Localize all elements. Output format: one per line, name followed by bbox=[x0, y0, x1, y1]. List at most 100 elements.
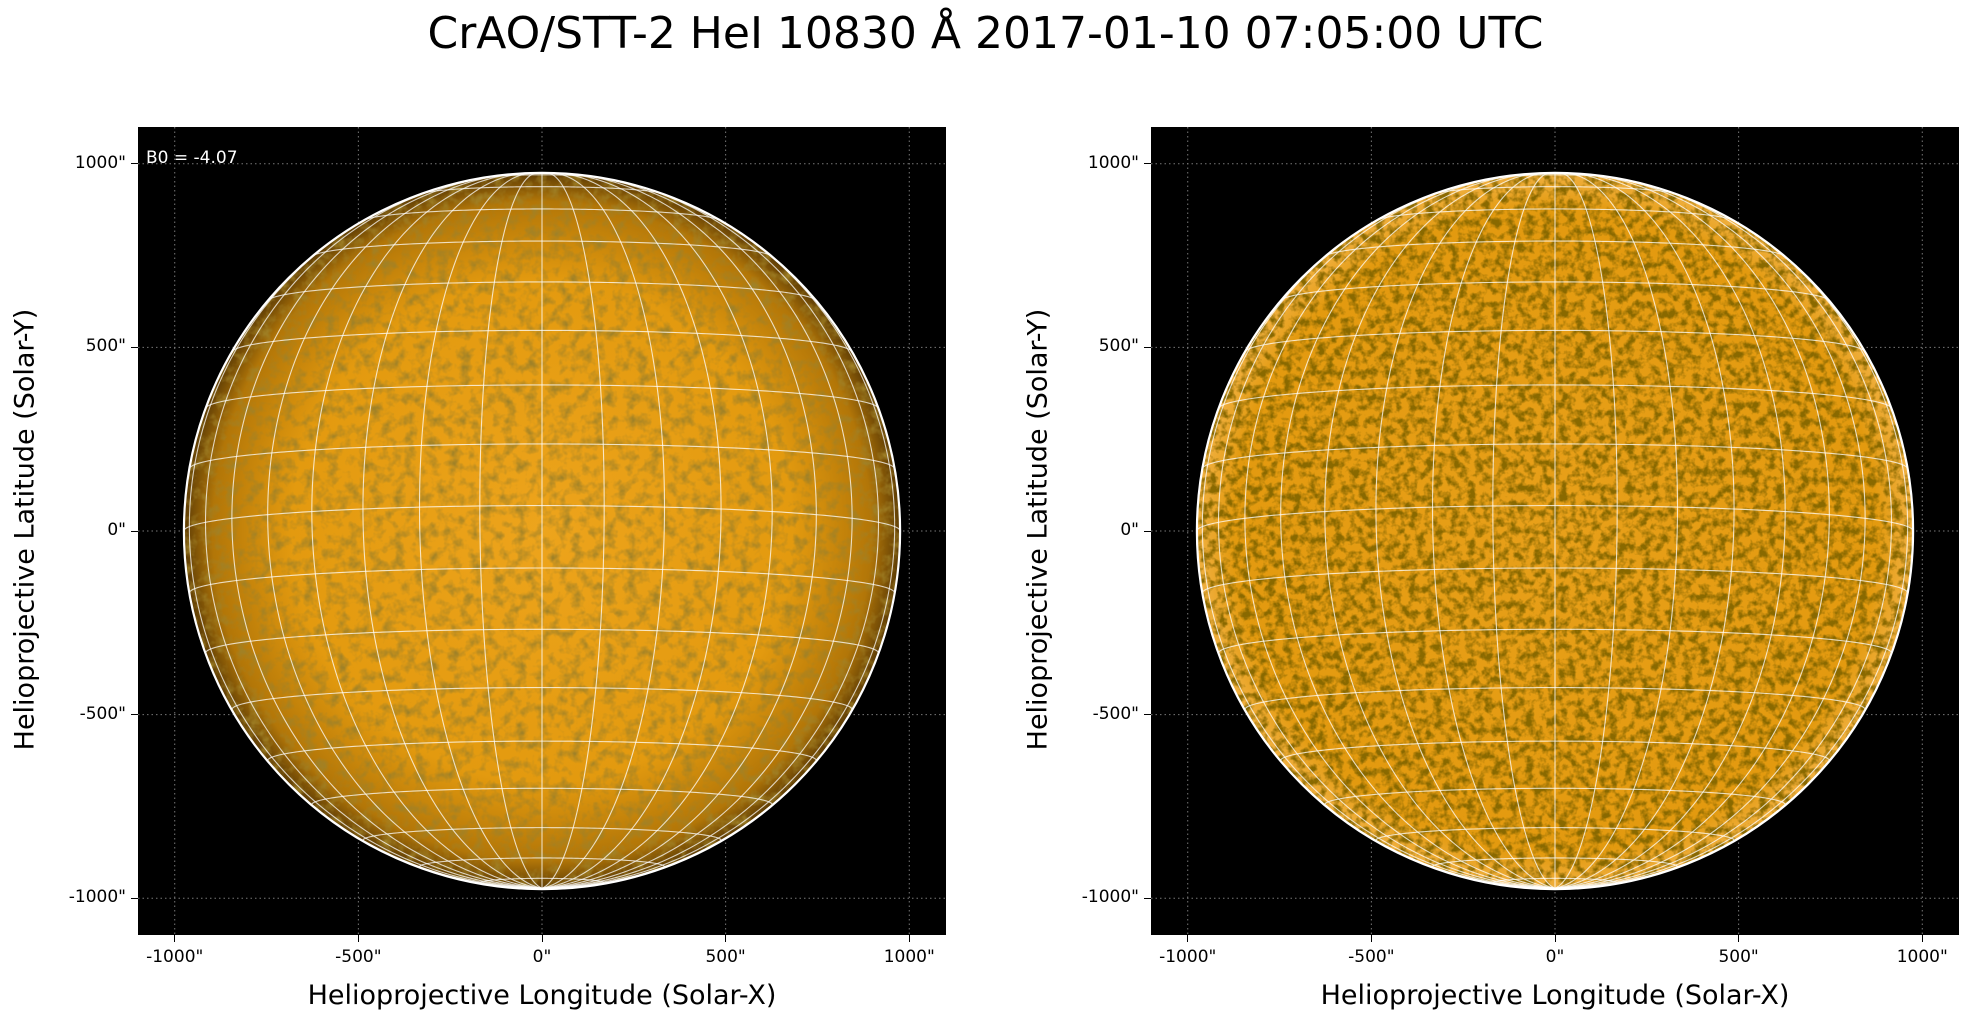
longitude-line bbox=[1324, 173, 1556, 889]
longitude-line bbox=[541, 173, 817, 889]
latitude-line bbox=[1280, 740, 1830, 762]
longitude-line bbox=[418, 172, 543, 889]
longitude-line bbox=[267, 173, 543, 889]
latitude-line bbox=[1377, 208, 1733, 221]
x-tick-label: 500" bbox=[705, 947, 746, 967]
x-tick-mark bbox=[541, 935, 543, 942]
x-tick-label: -500" bbox=[1348, 947, 1395, 967]
longitude-line bbox=[1554, 173, 1830, 889]
solar-disk-map-right bbox=[1151, 127, 1959, 935]
x-tick-mark bbox=[174, 935, 176, 942]
y-tick-label: -500" bbox=[79, 703, 126, 724]
y-tick-label: 1000" bbox=[1087, 152, 1139, 173]
y-tick-label: 0" bbox=[107, 520, 126, 540]
y-tick-mark bbox=[131, 897, 138, 899]
longitude-line bbox=[311, 173, 543, 889]
x-axis-label-left: Helioprojective Longitude (Solar-X) bbox=[307, 980, 777, 1011]
latitude-line bbox=[364, 208, 720, 221]
latitude-line bbox=[1435, 186, 1675, 195]
y-tick-mark bbox=[1144, 897, 1151, 899]
y-tick-label: -1000" bbox=[1081, 887, 1139, 908]
latitude-line bbox=[1201, 443, 1909, 469]
x-tick-label: -1000" bbox=[1159, 947, 1217, 967]
longitude-line bbox=[231, 174, 543, 889]
longitude-line bbox=[1201, 197, 1556, 889]
latitude-line bbox=[267, 740, 817, 762]
latitude-line bbox=[1201, 567, 1909, 594]
x-tick-label: -500" bbox=[335, 947, 382, 967]
latitude-line bbox=[422, 186, 662, 195]
x-tick-label: 1000" bbox=[1896, 947, 1948, 967]
longitude-line bbox=[1554, 172, 1618, 889]
y-tick-label: 500" bbox=[85, 336, 126, 357]
longitude-line bbox=[541, 174, 853, 889]
solar-limb bbox=[182, 171, 902, 891]
latitude-line bbox=[231, 329, 853, 352]
latitude-line bbox=[267, 281, 817, 301]
b0-annotation: B0 = -4.07 bbox=[146, 148, 238, 168]
latitude-line bbox=[1244, 329, 1866, 352]
x-tick-label: 500" bbox=[1718, 947, 1759, 967]
latitude-line bbox=[1431, 857, 1679, 869]
longitude-line bbox=[1280, 173, 1556, 889]
x-tick-mark bbox=[908, 935, 910, 942]
longitude-line bbox=[1492, 172, 1556, 889]
longitude-line bbox=[541, 173, 773, 889]
y-tick-label: -1000" bbox=[68, 887, 126, 908]
latitude-line bbox=[1325, 240, 1785, 257]
y-tick-mark bbox=[131, 530, 138, 532]
longitude-line bbox=[541, 172, 666, 889]
latitude-line bbox=[188, 443, 896, 469]
x-tick-mark bbox=[1554, 935, 1556, 942]
x-tick-mark bbox=[1921, 935, 1923, 942]
x-tick-mark bbox=[725, 935, 727, 942]
x-tick-mark bbox=[1187, 935, 1189, 942]
longitude-line bbox=[1375, 172, 1556, 889]
longitude-line bbox=[479, 172, 543, 889]
longitude-line bbox=[1554, 172, 1679, 889]
longitude-line bbox=[362, 172, 543, 889]
longitude-line bbox=[188, 197, 543, 889]
y-tick-mark bbox=[131, 163, 138, 165]
latitude-line bbox=[479, 877, 605, 885]
solar-disk-map-left bbox=[138, 127, 946, 935]
latitude-line bbox=[231, 687, 853, 711]
longitude-line bbox=[1554, 172, 1735, 889]
solar-limb bbox=[1195, 171, 1915, 891]
latitude-line bbox=[188, 567, 896, 594]
latitude-line bbox=[204, 628, 880, 654]
longitude-line bbox=[1554, 173, 1786, 889]
figure-title: CrAO/STT-2 HeI 10830 Å 2017-01-10 07:05:… bbox=[427, 8, 1544, 59]
latitude-line bbox=[205, 384, 879, 409]
longitude-line bbox=[1554, 174, 1866, 889]
latitude-line bbox=[1324, 787, 1786, 807]
x-tick-label: -1000" bbox=[146, 947, 204, 967]
y-tick-mark bbox=[1144, 163, 1151, 165]
x-tick-label: 1000" bbox=[883, 947, 935, 967]
x-tick-mark bbox=[1738, 935, 1740, 942]
latitude-line bbox=[183, 505, 901, 532]
longitude-line bbox=[1554, 197, 1909, 889]
latitude-line bbox=[1375, 827, 1735, 843]
x-tick-label: 0" bbox=[532, 947, 552, 967]
longitude-line bbox=[541, 172, 722, 889]
y-tick-mark bbox=[1144, 714, 1151, 716]
longitude-line bbox=[1431, 172, 1556, 889]
y-tick-label: -500" bbox=[1092, 703, 1139, 724]
y-tick-mark bbox=[131, 346, 138, 348]
y-tick-mark bbox=[1144, 530, 1151, 532]
y-tick-mark bbox=[131, 714, 138, 716]
longitude-line bbox=[1244, 174, 1556, 889]
latitude-line bbox=[362, 827, 722, 843]
y-tick-label: 500" bbox=[1098, 336, 1139, 357]
solar-map-panel-right bbox=[1151, 127, 1959, 935]
latitude-line bbox=[1218, 384, 1892, 409]
x-tick-mark bbox=[1370, 935, 1372, 942]
x-tick-mark bbox=[357, 935, 359, 942]
latitude-line bbox=[1492, 877, 1618, 885]
y-tick-label: 1000" bbox=[74, 152, 126, 173]
y-tick-label: 0" bbox=[1120, 520, 1139, 540]
latitude-line bbox=[1217, 628, 1893, 654]
y-tick-mark bbox=[1144, 346, 1151, 348]
latitude-line bbox=[418, 857, 666, 869]
